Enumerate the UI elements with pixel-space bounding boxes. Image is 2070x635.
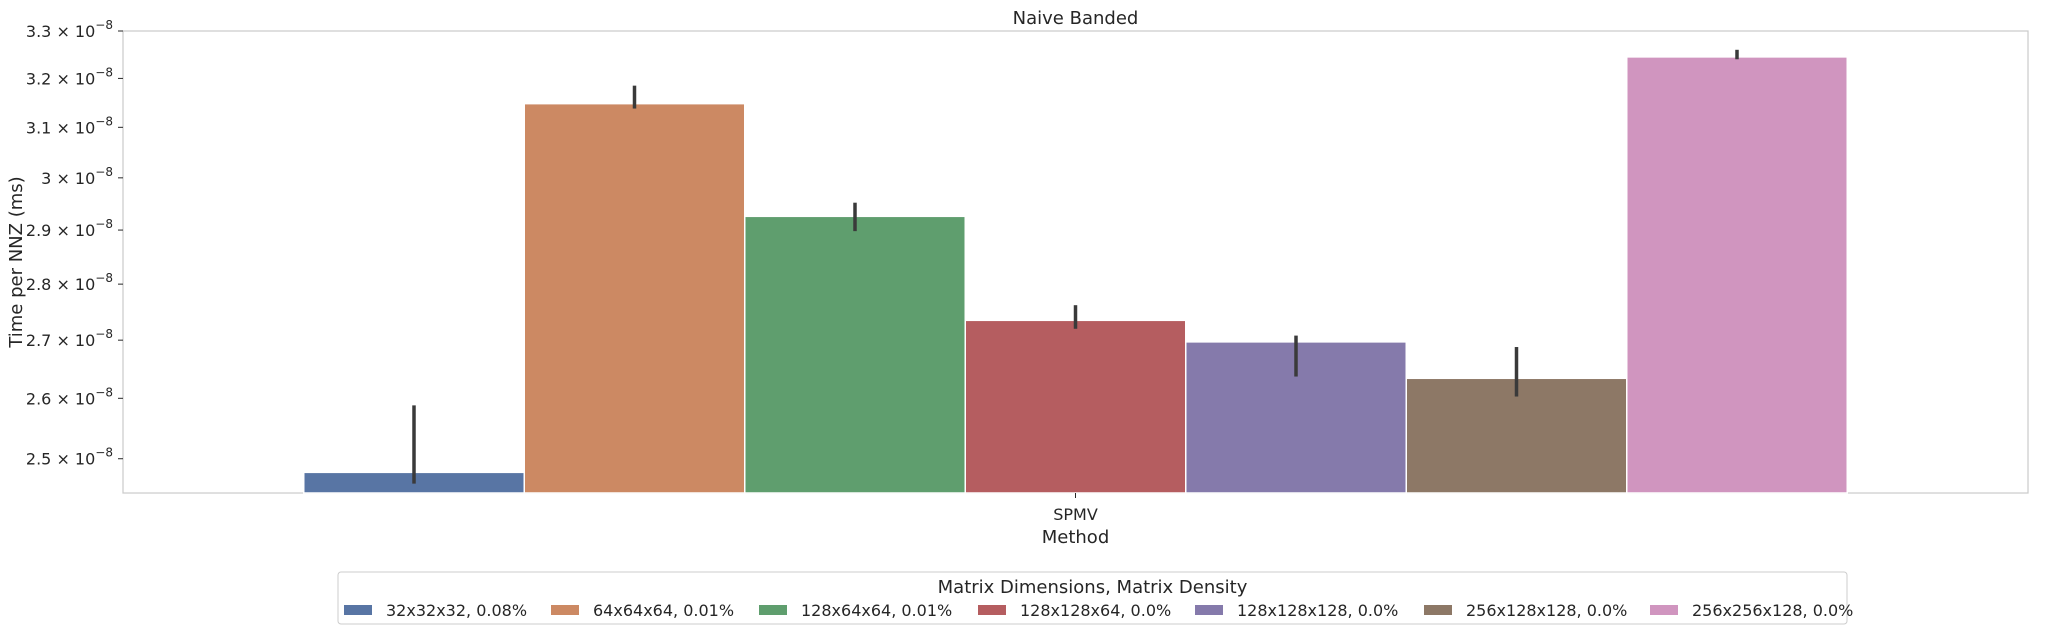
y-tick-label-4: 2.9 × 10−8 (26, 217, 113, 240)
legend: Matrix Dimensions, Matrix Density 32x32x… (337, 571, 1853, 625)
legend-label-1: 64x64x64, 0.01% (593, 601, 734, 620)
y-tick-label-6: 3.1 × 10−8 (26, 114, 113, 137)
legend-label-3: 128x128x64, 0.0% (1020, 601, 1171, 620)
legend-title: Matrix Dimensions, Matrix Density (938, 577, 1248, 598)
legend-swatch-1 (551, 605, 579, 615)
legend-label-0: 32x32x32, 0.08% (386, 601, 527, 620)
bar-6 (1626, 56, 1848, 494)
y-tick-label-1: 2.6 × 10−8 (26, 385, 113, 408)
y-tick-label-8: 3.3 × 10−8 (26, 18, 113, 41)
legend-swatch-6 (1650, 605, 1678, 615)
error-bars-group (412, 49, 1739, 484)
bar-3 (964, 319, 1187, 494)
legend-label-2: 128x64x64, 0.01% (801, 601, 952, 620)
legend-label-6: 256x256x128, 0.0% (1692, 601, 1853, 620)
legend-swatch-0 (344, 605, 372, 615)
legend-box (337, 571, 1848, 625)
legend-swatch-5 (1424, 605, 1452, 615)
x-tick-label-0: SPMV (1053, 505, 1098, 524)
legend-swatch-4 (1195, 605, 1223, 615)
bars-group (303, 56, 1848, 494)
legend-label-5: 256x128x128, 0.0% (1466, 601, 1627, 620)
y-axis-ticks: 2.5 × 10−8 2.6 × 10−8 2.7 × 10−8 2.8 × 10−8… (26, 18, 123, 469)
y-tick-label-0: 2.5 × 10−8 (26, 446, 113, 469)
y-axis-label: Time per NNZ (ms) (6, 176, 27, 348)
y-tick-label-3: 2.8 × 10−8 (26, 271, 113, 294)
y-tick-label-5: 3 × 10−8 (41, 165, 113, 188)
legend-swatch-2 (759, 605, 787, 615)
bar-5 (1405, 377, 1628, 494)
legend-swatch-3 (978, 605, 1006, 615)
chart-title: Naive Banded (1013, 8, 1139, 29)
legend-items: 32x32x32, 0.08% 64x64x64, 0.01% 128x64x64,… (344, 601, 1853, 620)
x-axis-ticks: SPMV (1053, 493, 1098, 524)
y-tick-label-2: 2.7 × 10−8 (26, 327, 113, 350)
y-tick-label-7: 3.2 × 10−8 (26, 65, 113, 88)
bar-1 (523, 102, 746, 494)
x-axis-label: Method (1042, 527, 1110, 548)
legend-label-4: 128x128x128, 0.0% (1237, 601, 1398, 620)
bar-2 (744, 215, 966, 494)
